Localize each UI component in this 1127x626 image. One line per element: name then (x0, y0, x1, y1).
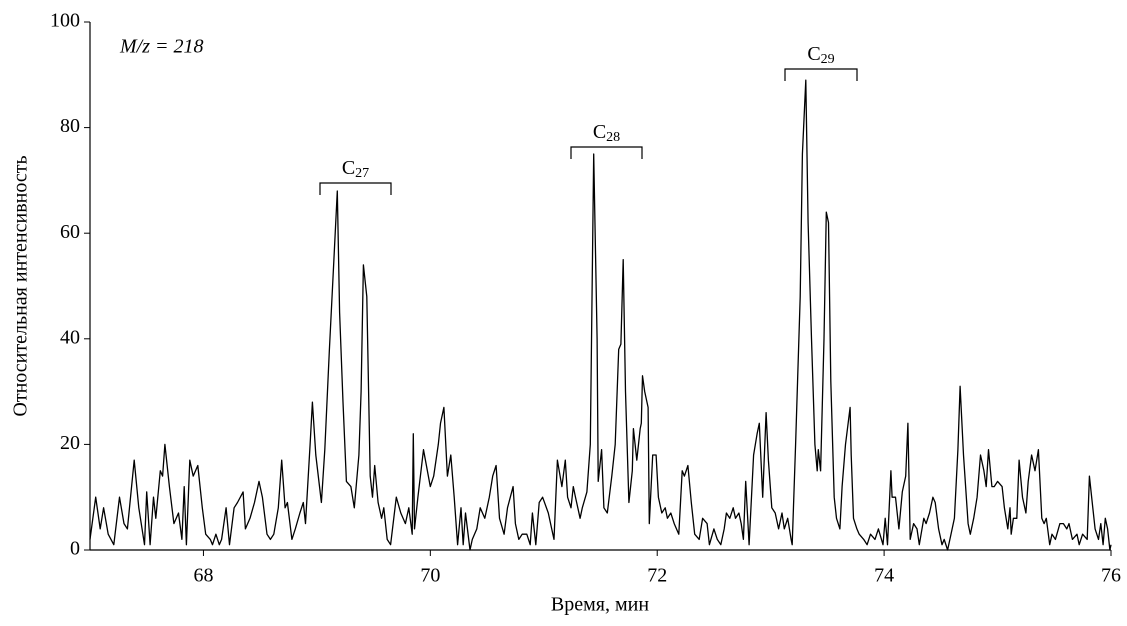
x-tick-label: 74 (874, 565, 894, 587)
x-tick-label: 70 (420, 565, 440, 587)
peak-label-sub: 29 (821, 52, 835, 67)
peak-label: C29 (807, 43, 834, 68)
peak-label-main: C (593, 121, 606, 143)
bracket (570, 146, 643, 159)
peak-label: C27 (342, 157, 369, 182)
x-axis-label: Время, мин (551, 594, 649, 616)
data-line (89, 79, 1112, 551)
bracket (319, 182, 392, 195)
y-tick-label: 20 (60, 432, 80, 454)
x-tick-label: 68 (193, 565, 213, 587)
bracket (784, 68, 858, 81)
y-tick-label: 80 (60, 115, 80, 137)
annotation: M/z = 218 (119, 36, 204, 58)
x-tick-label: 72 (647, 565, 667, 587)
y-tick-label: 100 (50, 10, 80, 32)
y-tick-label: 0 (70, 538, 80, 560)
peak-label-main: C (342, 157, 355, 179)
peak-label-sub: 27 (355, 166, 369, 181)
y-tick-label: 60 (60, 221, 80, 243)
peak-label-sub: 28 (606, 130, 620, 145)
y-tick-label: 40 (60, 326, 80, 348)
y-axis-label: Относительная интенсивность (10, 155, 32, 416)
x-tick-label: 76 (1101, 565, 1121, 587)
peak-label-main: C (807, 43, 820, 65)
peak-label: C28 (593, 121, 620, 146)
